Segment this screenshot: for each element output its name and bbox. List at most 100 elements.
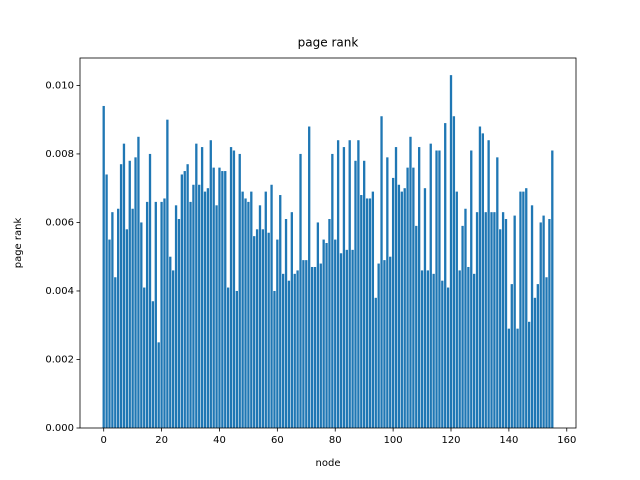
bar	[189, 201, 192, 428]
bar	[464, 208, 467, 428]
bar	[536, 284, 539, 428]
bar	[195, 143, 198, 429]
bar	[472, 273, 476, 428]
bar	[253, 236, 256, 428]
bar	[360, 195, 363, 428]
bar	[527, 321, 531, 428]
bar	[108, 239, 111, 428]
x-tick-label: 20	[155, 435, 168, 446]
bar	[284, 219, 288, 428]
bar	[160, 201, 163, 428]
bar	[299, 153, 302, 429]
bar	[226, 287, 230, 428]
bar	[336, 140, 340, 428]
bar	[302, 260, 305, 428]
bar	[377, 263, 380, 428]
bar	[383, 260, 386, 428]
x-tick-label: 80	[329, 435, 342, 446]
bar	[166, 119, 169, 429]
bar	[169, 256, 172, 428]
y-axis-label: page rank	[13, 218, 24, 269]
bar	[496, 157, 499, 428]
bar	[322, 239, 325, 428]
bar	[331, 153, 334, 429]
bar	[449, 75, 453, 428]
bar	[522, 191, 525, 428]
bar	[389, 256, 392, 428]
bar	[186, 164, 189, 428]
bar	[198, 184, 201, 428]
bar	[131, 208, 134, 428]
bar	[316, 222, 320, 428]
bar	[235, 290, 238, 428]
bar	[143, 287, 146, 428]
bar	[519, 191, 522, 428]
x-tick-label: 0	[101, 435, 107, 446]
bar	[174, 205, 178, 428]
bar	[444, 123, 447, 428]
bar	[157, 342, 160, 428]
plot-frame	[79, 57, 577, 429]
bar	[261, 229, 265, 428]
bar	[461, 225, 464, 428]
bar	[386, 157, 389, 428]
bar	[212, 167, 215, 428]
x-tick-label: 60	[271, 435, 284, 446]
bar	[244, 198, 247, 428]
bar	[470, 150, 473, 428]
y-tick-label: 0.000	[45, 423, 74, 434]
bar	[180, 174, 184, 428]
bar	[163, 198, 166, 428]
bar	[293, 273, 296, 428]
bar	[525, 188, 528, 428]
bar	[441, 280, 444, 428]
bar	[218, 167, 221, 428]
x-tick-label: 40	[213, 435, 226, 446]
x-tick-label: 120	[441, 435, 460, 446]
bar	[273, 290, 276, 428]
bar	[287, 280, 291, 428]
bar	[215, 205, 218, 428]
bar	[232, 150, 236, 428]
bar	[365, 198, 369, 428]
bar	[397, 184, 401, 428]
y-tick-label: 0.008	[45, 149, 74, 160]
bar	[279, 195, 282, 428]
bar	[183, 171, 186, 429]
bar	[345, 249, 348, 428]
bar	[504, 219, 508, 428]
bar	[119, 164, 123, 428]
bar	[394, 147, 398, 428]
bar	[513, 215, 516, 428]
bar	[475, 212, 479, 428]
bar	[371, 191, 375, 428]
bar	[354, 160, 357, 428]
bar	[391, 177, 395, 428]
x-tick-label: 160	[557, 435, 576, 446]
bar	[296, 270, 299, 428]
bar	[255, 229, 259, 428]
y-tick-label: 0.004	[45, 286, 74, 297]
bar	[117, 208, 120, 428]
bar	[481, 133, 484, 429]
bar	[452, 116, 456, 429]
bar	[357, 140, 360, 428]
bar	[374, 297, 377, 428]
bar	[406, 167, 409, 428]
bar	[111, 212, 114, 428]
x-tick-label: 140	[499, 435, 518, 446]
chart-title: page rank	[298, 36, 359, 50]
bar	[267, 232, 270, 428]
bar	[446, 287, 450, 428]
bar	[125, 229, 129, 428]
bar	[516, 328, 519, 428]
bar	[420, 270, 424, 428]
x-axis-label: node	[316, 458, 341, 469]
bar	[415, 225, 418, 428]
bar	[499, 229, 502, 428]
bar	[418, 147, 421, 428]
bar	[403, 188, 406, 428]
bar	[484, 212, 487, 428]
bar	[363, 160, 366, 428]
bar	[192, 184, 195, 428]
